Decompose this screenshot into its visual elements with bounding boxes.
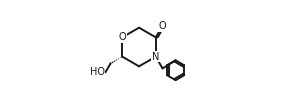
Text: O: O: [118, 32, 126, 42]
Text: N: N: [152, 52, 160, 62]
Text: HO: HO: [90, 67, 105, 77]
Text: O: O: [158, 22, 166, 31]
